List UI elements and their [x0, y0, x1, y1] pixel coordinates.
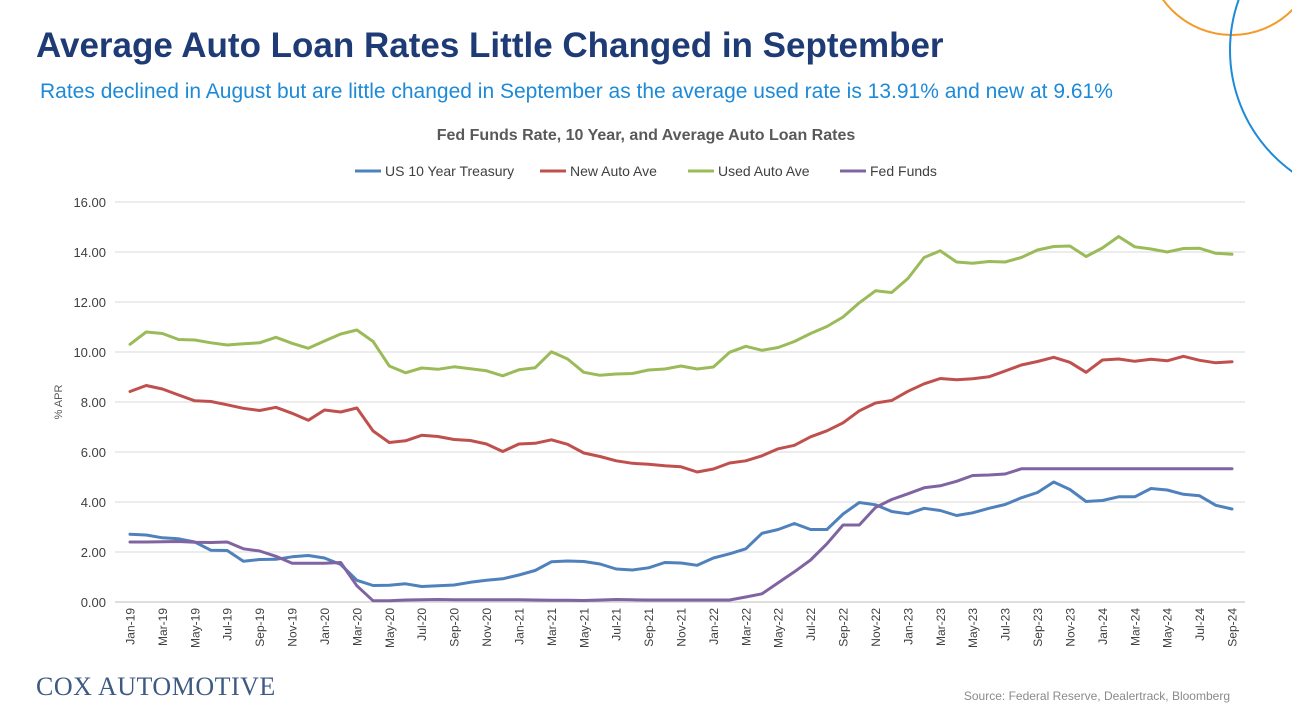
series-line-fed-funds: [128, 467, 1234, 603]
y-tick-label: 14.00: [73, 245, 106, 260]
x-tick-label: Jul-24: [1193, 608, 1207, 641]
y-tick-label: 8.00: [81, 395, 106, 410]
x-tick-label: Mar-24: [1128, 608, 1142, 646]
x-tick-label: May-22: [772, 608, 786, 648]
x-tick-label: May-20: [383, 608, 397, 648]
y-tick-label: 2.00: [81, 545, 106, 560]
x-tick-label: Nov-23: [1063, 608, 1077, 647]
y-axis-label: % APR: [53, 385, 65, 420]
y-axis-ticks: 0.00 2.00 4.00 6.00 8.00 10.00 12.00 14.00 16.00: [73, 195, 106, 610]
x-tick-label: Jul-19: [221, 608, 235, 641]
x-tick-label: Jan-23: [901, 608, 915, 645]
x-tick-label: Nov-22: [869, 608, 883, 647]
y-tick-label: 12.00: [73, 295, 106, 310]
x-tick-label: Mar-22: [739, 608, 753, 646]
x-tick-label: Nov-19: [286, 608, 300, 647]
decorative-blue-arc: [1229, 0, 1292, 173]
y-tick-label: 6.00: [81, 445, 106, 460]
chart-gridlines: [115, 201, 1245, 553]
x-tick-label: Sep-24: [1226, 608, 1240, 647]
chart-legend: US 10 Year Treasury New Auto Ave Used Auto…: [355, 163, 937, 179]
cox-automotive-logo: COX AUTOMOTIVE: [36, 672, 276, 701]
x-tick-label: Nov-20: [480, 608, 494, 647]
x-tick-label: Jul-20: [415, 608, 429, 641]
chart-title: Fed Funds Rate, 10 Year, and Average Aut…: [437, 127, 856, 144]
source-note: Source: Federal Reserve, Dealertrack, Bl…: [963, 689, 1230, 703]
x-tick-label: May-24: [1161, 608, 1175, 648]
x-tick-label: Jan-22: [707, 608, 721, 645]
series-line-us-10-year-treasury: [128, 480, 1234, 588]
page-title: Average Auto Loan Rates Little Changed i…: [36, 26, 944, 65]
x-tick-label: Jan-19: [124, 608, 138, 645]
x-tick-label: May-19: [188, 608, 202, 648]
x-tick-label: Jan-21: [512, 608, 526, 645]
x-tick-label: Mar-20: [350, 608, 364, 646]
x-tick-label: Nov-21: [675, 608, 689, 647]
decorative-orange-arc: [1162, 0, 1292, 36]
chart-series: [128, 235, 1234, 603]
x-tick-label: Sep-23: [1031, 608, 1045, 647]
y-tick-label: 4.00: [81, 495, 106, 510]
x-tick-label: Mar-23: [934, 608, 948, 646]
x-tick-label: Sep-19: [253, 608, 267, 647]
legend-label: New Auto Ave: [570, 163, 657, 179]
x-tick-label: Mar-19: [156, 608, 170, 646]
x-tick-label: Jul-21: [610, 608, 624, 641]
x-tick-label: Jan-20: [318, 608, 332, 645]
y-tick-label: 16.00: [73, 195, 106, 210]
x-tick-label: Jan-24: [1096, 608, 1110, 645]
x-tick-label: Sep-22: [837, 608, 851, 647]
y-tick-label: 10.00: [73, 345, 106, 360]
legend-label: US 10 Year Treasury: [385, 163, 514, 179]
x-tick-label: Jul-23: [999, 608, 1013, 641]
x-tick-label: Jul-22: [804, 608, 818, 641]
y-tick-label: 0.00: [81, 595, 106, 610]
legend-label: Used Auto Ave: [718, 163, 810, 179]
x-tick-label: May-21: [577, 608, 591, 648]
x-axis-ticks: Jan-19 Mar-19 May-19 Jul-19 Sep-19 Nov-19 Jan-…: [124, 608, 1240, 648]
x-tick-label: Sep-20: [448, 608, 462, 647]
x-tick-label: May-23: [966, 608, 980, 648]
page-subtitle: Rates declined in August but are little …: [40, 80, 1113, 103]
series-line-used-auto-ave: [128, 235, 1234, 378]
series-line-new-auto-ave: [128, 354, 1234, 474]
legend-label: Fed Funds: [870, 163, 937, 179]
x-tick-label: Sep-21: [642, 608, 656, 647]
x-tick-label: Mar-21: [545, 608, 559, 646]
